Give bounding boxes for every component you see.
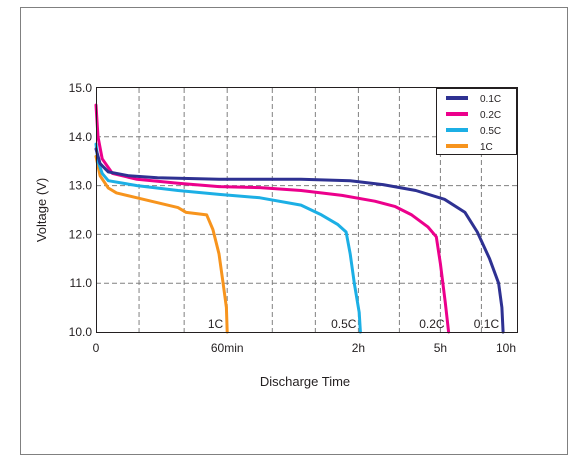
y-tick-label: 14.0 [69, 130, 93, 144]
legend-label: 1C [480, 142, 493, 153]
x-tick-label: 2h [352, 341, 365, 355]
x-axis-title: Discharge Time [260, 374, 350, 389]
y-tick-label: 13.0 [69, 179, 93, 193]
legend-label: 0.5C [480, 126, 501, 137]
x-tick-label: 0 [93, 341, 100, 355]
series-line-1C [94, 154, 229, 334]
y-tick-label: 15.0 [69, 81, 93, 95]
curve-label-02C: 0.2C [419, 317, 445, 331]
plot-border [96, 87, 518, 333]
series-line-05C [94, 142, 362, 334]
curve-label-1C: 1C [208, 317, 224, 331]
y-tick-labels: 10.0 11.0 12.0 13.0 14.0 15.0 [69, 81, 93, 339]
x-tick-label: 60min [211, 341, 244, 355]
x-tick-label: 5h [434, 341, 447, 355]
legend: 0.1C 0.2C 0.5C 1C [436, 88, 517, 155]
legend-label: 0.2C [480, 110, 501, 121]
legend-box [436, 88, 517, 155]
x-tick-labels: 0 60min 2h 5h 10h [93, 341, 516, 355]
curve-end-labels: 0.1C 0.2C 0.5C 1C [208, 317, 500, 331]
y-tick-label: 11.0 [70, 276, 93, 290]
chart-frame [20, 7, 568, 455]
y-tick-label: 12.0 [69, 227, 93, 241]
y-tick-label: 10.0 [69, 325, 93, 339]
legend-label: 0.1C [480, 94, 501, 105]
series-curves [94, 103, 505, 334]
curve-label-05C: 0.5C [331, 317, 357, 331]
curve-label-01C: 0.1C [474, 317, 500, 331]
y-axis-title: Voltage (V) [34, 178, 49, 242]
x-tick-label: 10h [496, 341, 516, 355]
series-line-01C [94, 147, 505, 334]
